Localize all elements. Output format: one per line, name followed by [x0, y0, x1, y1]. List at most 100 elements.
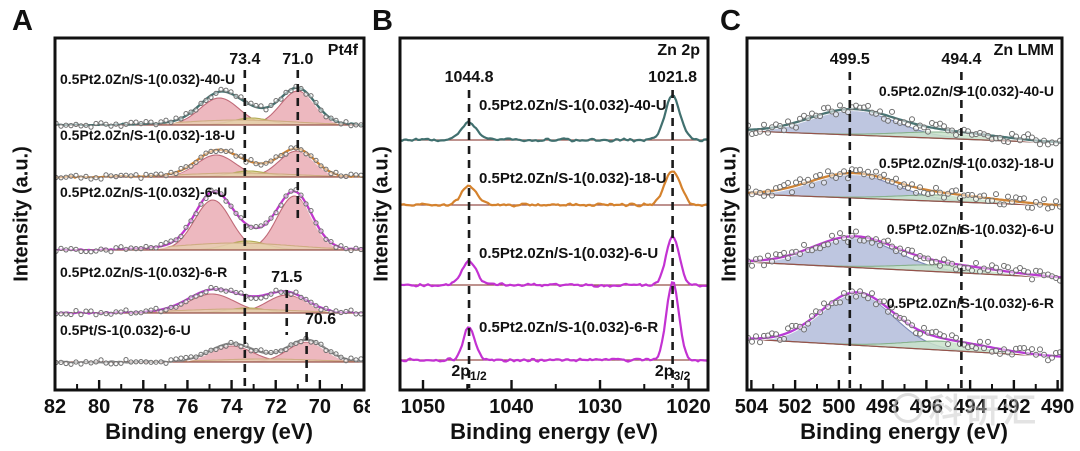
data-point [228, 89, 234, 95]
data-point [749, 338, 755, 345]
data-point [283, 346, 289, 353]
data-point [348, 355, 354, 361]
spectrum-trace [56, 187, 363, 255]
trace-label: 0.5Pt2.0Zn/S-1(0.032)-18-U [479, 170, 667, 187]
data-point [68, 246, 74, 252]
data-point [338, 309, 344, 316]
trace-label: 0.5Pt2.0Zn/S-1(0.032)-40-U [60, 71, 235, 87]
data-point [323, 114, 329, 120]
data-point [881, 298, 887, 305]
data-point [873, 168, 879, 175]
data-point [268, 102, 274, 109]
data-point [168, 238, 174, 244]
data-point [861, 292, 867, 299]
data-point [273, 287, 279, 293]
data-point [348, 123, 354, 129]
data-point [909, 247, 915, 254]
data-point [358, 356, 363, 362]
data-point [748, 122, 751, 129]
data-point [323, 305, 329, 311]
tick-label: 490 [1041, 396, 1074, 418]
data-point [877, 108, 883, 115]
data-point [303, 91, 309, 97]
data-point [1009, 199, 1015, 205]
data-point [133, 246, 139, 252]
data-point [308, 299, 314, 305]
data-point [98, 357, 104, 363]
panel-c-letter: C [720, 5, 741, 37]
data-point [921, 324, 927, 331]
data-point [865, 168, 871, 175]
data-point [1049, 354, 1055, 361]
data-point [973, 345, 979, 352]
data-point [273, 210, 279, 216]
plot-area [401, 94, 707, 363]
data-point [103, 172, 109, 178]
data-point [263, 349, 269, 355]
data-point [208, 284, 214, 291]
data-point [993, 264, 999, 271]
panel-a-x-axis-label: Binding energy (eV) [105, 419, 313, 444]
trace-label: 0.5Pt2.0Zn/S-1(0.032)-40-U [479, 97, 667, 114]
data-point [328, 115, 334, 121]
data-point [1053, 275, 1059, 281]
data-point [985, 338, 991, 345]
data-point [933, 258, 939, 265]
data-point [58, 175, 64, 181]
data-point [757, 255, 763, 262]
data-point [223, 288, 229, 294]
data-point [188, 295, 194, 301]
data-point [343, 358, 349, 364]
data-point [118, 244, 124, 250]
data-point [178, 233, 184, 239]
data-point [857, 166, 863, 173]
trace-label: 0.5Pt/S-1(0.032)-6-U [60, 322, 191, 338]
panel-c-region-label: Zn LMM [993, 42, 1054, 59]
data-point [128, 359, 134, 365]
data-point [273, 98, 279, 104]
tick-label: 498 [866, 396, 899, 418]
data-point [889, 178, 895, 185]
data-point [288, 88, 294, 94]
x-axis-ticks: 504 502 500 498 496 494 492 490 [735, 380, 1074, 418]
data-point [973, 260, 979, 266]
data-point [78, 123, 84, 129]
data-point [123, 246, 129, 252]
data-point [817, 171, 823, 178]
data-point [885, 308, 891, 315]
data-point [163, 173, 169, 179]
data-point [785, 118, 791, 125]
data-point [1009, 130, 1015, 137]
data-point [193, 293, 199, 299]
data-point [248, 100, 254, 106]
data-point [158, 359, 164, 365]
tick-label: 492 [997, 396, 1030, 418]
data-point [825, 168, 831, 175]
trace-label: 0.5Pt2.0Zn/S-1(0.032)-6-U [479, 245, 658, 262]
data-point [253, 295, 259, 301]
data-point [797, 251, 803, 257]
data-point [338, 354, 344, 360]
data-point [1033, 199, 1039, 205]
data-point [941, 333, 947, 340]
data-point [193, 159, 199, 165]
data-point [253, 347, 259, 354]
data-point [83, 122, 89, 128]
data-point [143, 171, 149, 177]
data-point [273, 154, 279, 160]
data-point [889, 304, 895, 311]
panel-b-x-axis-label: Binding energy (eV) [450, 419, 658, 444]
data-point [953, 266, 959, 273]
data-point [268, 158, 274, 164]
data-point [148, 307, 154, 313]
data-point [945, 190, 951, 197]
data-point [163, 360, 169, 366]
data-point [777, 123, 783, 129]
data-point [1029, 204, 1035, 211]
annotation-value-label: 71.0 [282, 51, 313, 68]
data-point [937, 262, 943, 269]
data-point [293, 289, 299, 295]
data-point [233, 153, 239, 159]
data-point [837, 230, 843, 237]
pt4f-spectrum-plot: 73.4 71.0 71.5 70.6 0.5Pt2.0Zn/S-1(0.032)-40… [44, 36, 370, 418]
